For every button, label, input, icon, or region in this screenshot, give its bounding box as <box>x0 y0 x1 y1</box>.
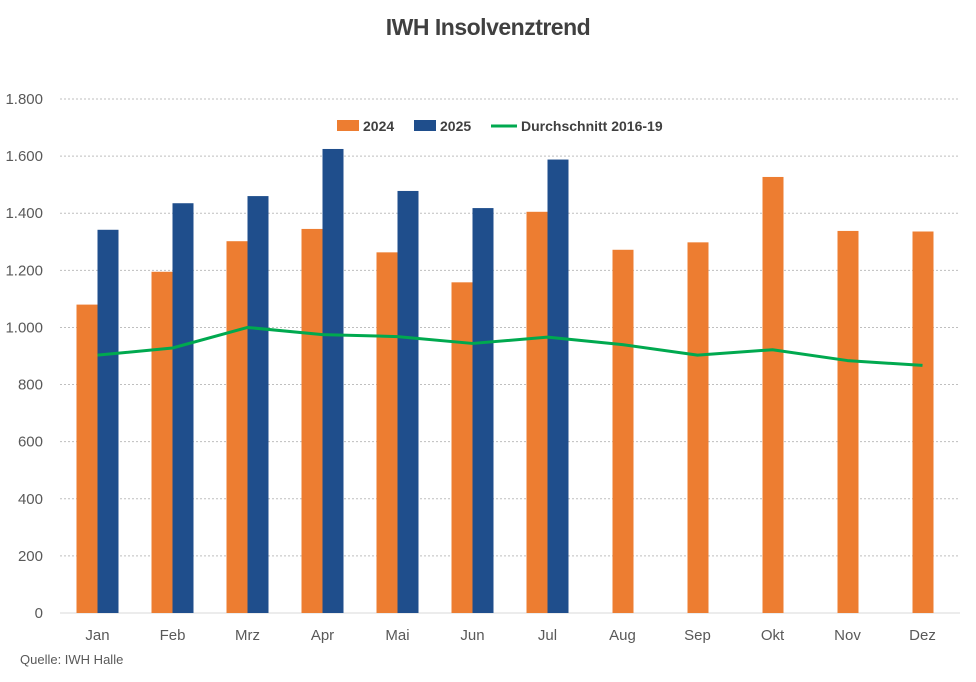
bar-2024 <box>912 231 934 613</box>
y-tick-label: 1.000 <box>5 319 43 336</box>
x-tick-label: Apr <box>311 627 334 644</box>
x-tick-label: Jan <box>85 627 109 644</box>
y-tick-label: 200 <box>18 548 43 565</box>
y-tick-label: 1.600 <box>5 148 43 165</box>
chart-title: IWH Insolvenztrend <box>385 14 591 40</box>
bar-2024 <box>762 176 784 613</box>
bar-2024 <box>376 252 398 614</box>
legend-label-average: Durchschnitt 2016-19 <box>521 118 663 134</box>
average-series-line <box>97 325 923 367</box>
y-tick-label: 1.400 <box>5 205 43 222</box>
bar-2025 <box>97 229 119 614</box>
bar-2025 <box>322 148 344 613</box>
bar-2024 <box>301 228 323 613</box>
x-tick-label: Dez <box>909 627 936 644</box>
average-line <box>97 325 923 367</box>
legend-swatch-2025 <box>414 120 436 131</box>
bar-2025 <box>397 190 419 613</box>
x-tick-label: Feb <box>160 627 186 644</box>
source-note: Quelle: IWH Halle <box>20 652 124 667</box>
y-tick-label: 400 <box>18 491 43 508</box>
bars <box>76 148 934 614</box>
legend-label-2024: 2024 <box>363 118 394 134</box>
x-tick-label: Mrz <box>235 627 260 644</box>
legend-label-2025: 2025 <box>440 118 471 134</box>
y-tick-label: 800 <box>18 377 43 394</box>
y-tick-label: 1.200 <box>5 262 43 279</box>
y-tick-label: 1.800 <box>5 91 43 108</box>
y-tick-label: 600 <box>18 434 43 451</box>
bar-2024 <box>76 304 98 613</box>
bar-2024 <box>526 211 548 614</box>
x-axis: Jan Feb Mrz Apr Mai Jun Jul Aug Sep Okt Nov Dez <box>85 627 935 644</box>
x-tick-label: Jul <box>538 627 557 644</box>
gridlines <box>60 98 960 614</box>
x-tick-label: Nov <box>834 627 861 644</box>
x-tick-label: Jun <box>460 627 484 644</box>
bar-2024 <box>687 242 709 614</box>
x-tick-label: Aug <box>609 627 636 644</box>
bar-2025 <box>547 159 569 613</box>
bar-2024 <box>451 282 473 613</box>
legend: 2024 2025 Durchschnitt 2016-19 <box>337 118 663 134</box>
y-axis: 0 200 400 600 800 1.000 1.200 1.400 1.600 1.800 <box>5 91 43 622</box>
bar-2024 <box>226 241 248 613</box>
bar-2024 <box>151 271 173 613</box>
bar-2025 <box>472 208 494 614</box>
bar-2024 <box>837 230 859 613</box>
x-tick-label: Okt <box>761 627 785 644</box>
x-tick-label: Mai <box>385 627 409 644</box>
legend-swatch-2024 <box>337 120 359 131</box>
y-tick-label: 0 <box>35 605 43 622</box>
bar-2024 <box>612 249 634 614</box>
bar-2025 <box>172 203 194 613</box>
x-tick-label: Sep <box>684 627 711 644</box>
bar-2025 <box>247 196 269 614</box>
